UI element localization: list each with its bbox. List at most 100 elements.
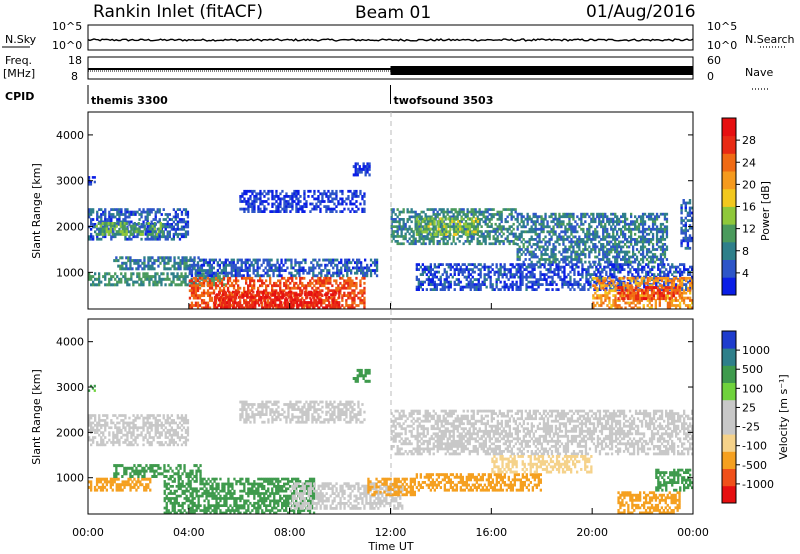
cell: [185, 261, 188, 265]
cell: [587, 265, 590, 269]
cell: [423, 230, 426, 234]
cell: [565, 283, 568, 286]
cell: [606, 215, 609, 219]
cell: [507, 288, 510, 291]
cell: [130, 220, 133, 224]
cell: [432, 242, 435, 246]
cell: [338, 269, 341, 272]
cell: [263, 205, 266, 208]
cell: [450, 210, 453, 214]
cell: [560, 220, 563, 224]
cell: [612, 248, 615, 251]
cell: [105, 227, 108, 231]
cell: [663, 225, 667, 229]
cell: [278, 271, 281, 275]
cell: [246, 261, 249, 265]
cell: [548, 243, 551, 246]
cell: [653, 220, 657, 224]
cell: [351, 202, 354, 206]
cell: [445, 233, 448, 236]
cell: [235, 279, 238, 283]
cell: [445, 230, 448, 234]
cell: [94, 230, 97, 234]
cell: [602, 258, 605, 261]
cell: [582, 253, 585, 256]
cell: [516, 212, 519, 216]
cell: [500, 240, 503, 243]
cell: [442, 210, 445, 214]
cell: [266, 269, 269, 272]
cell: [476, 237, 479, 241]
cell: [361, 299, 364, 302]
cell: [255, 197, 258, 201]
cell: [96, 235, 99, 239]
cell: [492, 230, 495, 233]
cell: [190, 289, 194, 293]
cell: [566, 248, 569, 251]
cell: [453, 283, 456, 286]
cell: [489, 275, 492, 279]
cell: [148, 208, 151, 211]
cell: [556, 217, 559, 221]
cell: [604, 250, 607, 254]
cell: [346, 258, 349, 262]
cell: [580, 227, 583, 231]
cell: [235, 306, 238, 310]
cell: [637, 222, 641, 226]
cell: [148, 237, 151, 241]
cell: [440, 222, 443, 226]
cell: [596, 279, 599, 283]
cell: [427, 225, 430, 229]
cell: [613, 270, 616, 274]
cell: [436, 242, 439, 246]
cell: [363, 291, 366, 295]
cell: [254, 261, 257, 265]
cell: [128, 277, 131, 281]
cell: [136, 232, 139, 236]
cell: [180, 213, 184, 216]
cell: [427, 283, 430, 286]
cell: [336, 269, 339, 272]
cell: [165, 256, 168, 260]
cell: [482, 213, 485, 216]
cell: [441, 285, 444, 289]
cell: [192, 304, 196, 307]
cell: [177, 261, 180, 265]
cell: [529, 265, 532, 269]
cell: [429, 288, 432, 291]
cell: [206, 291, 210, 295]
cell: [505, 275, 508, 279]
cell: [523, 275, 526, 279]
cell: [608, 301, 611, 305]
cell: [446, 235, 449, 238]
cell: [580, 212, 583, 216]
cell: [450, 208, 453, 211]
cell: [297, 200, 300, 203]
cell: [433, 280, 436, 284]
cell: [532, 253, 535, 256]
cell: [506, 230, 509, 233]
cell: [663, 217, 667, 221]
cell: [589, 280, 592, 284]
cell: [90, 220, 93, 224]
cell: [617, 265, 620, 269]
cell: [344, 269, 347, 272]
cell: [565, 280, 568, 284]
cell: [151, 267, 154, 271]
cell: [573, 270, 576, 274]
cell: [194, 289, 198, 293]
cell: [243, 189, 246, 193]
cell: [306, 301, 309, 304]
cell: [448, 235, 451, 238]
cell: [206, 261, 209, 265]
cell: [115, 259, 118, 263]
cell: [632, 227, 635, 231]
cell: [434, 225, 437, 228]
cell: [484, 222, 487, 226]
cell: [415, 285, 418, 289]
cell: [505, 268, 508, 271]
cell: [184, 235, 188, 239]
cell: [637, 227, 641, 231]
cell: [552, 245, 555, 249]
cell: [275, 284, 278, 288]
